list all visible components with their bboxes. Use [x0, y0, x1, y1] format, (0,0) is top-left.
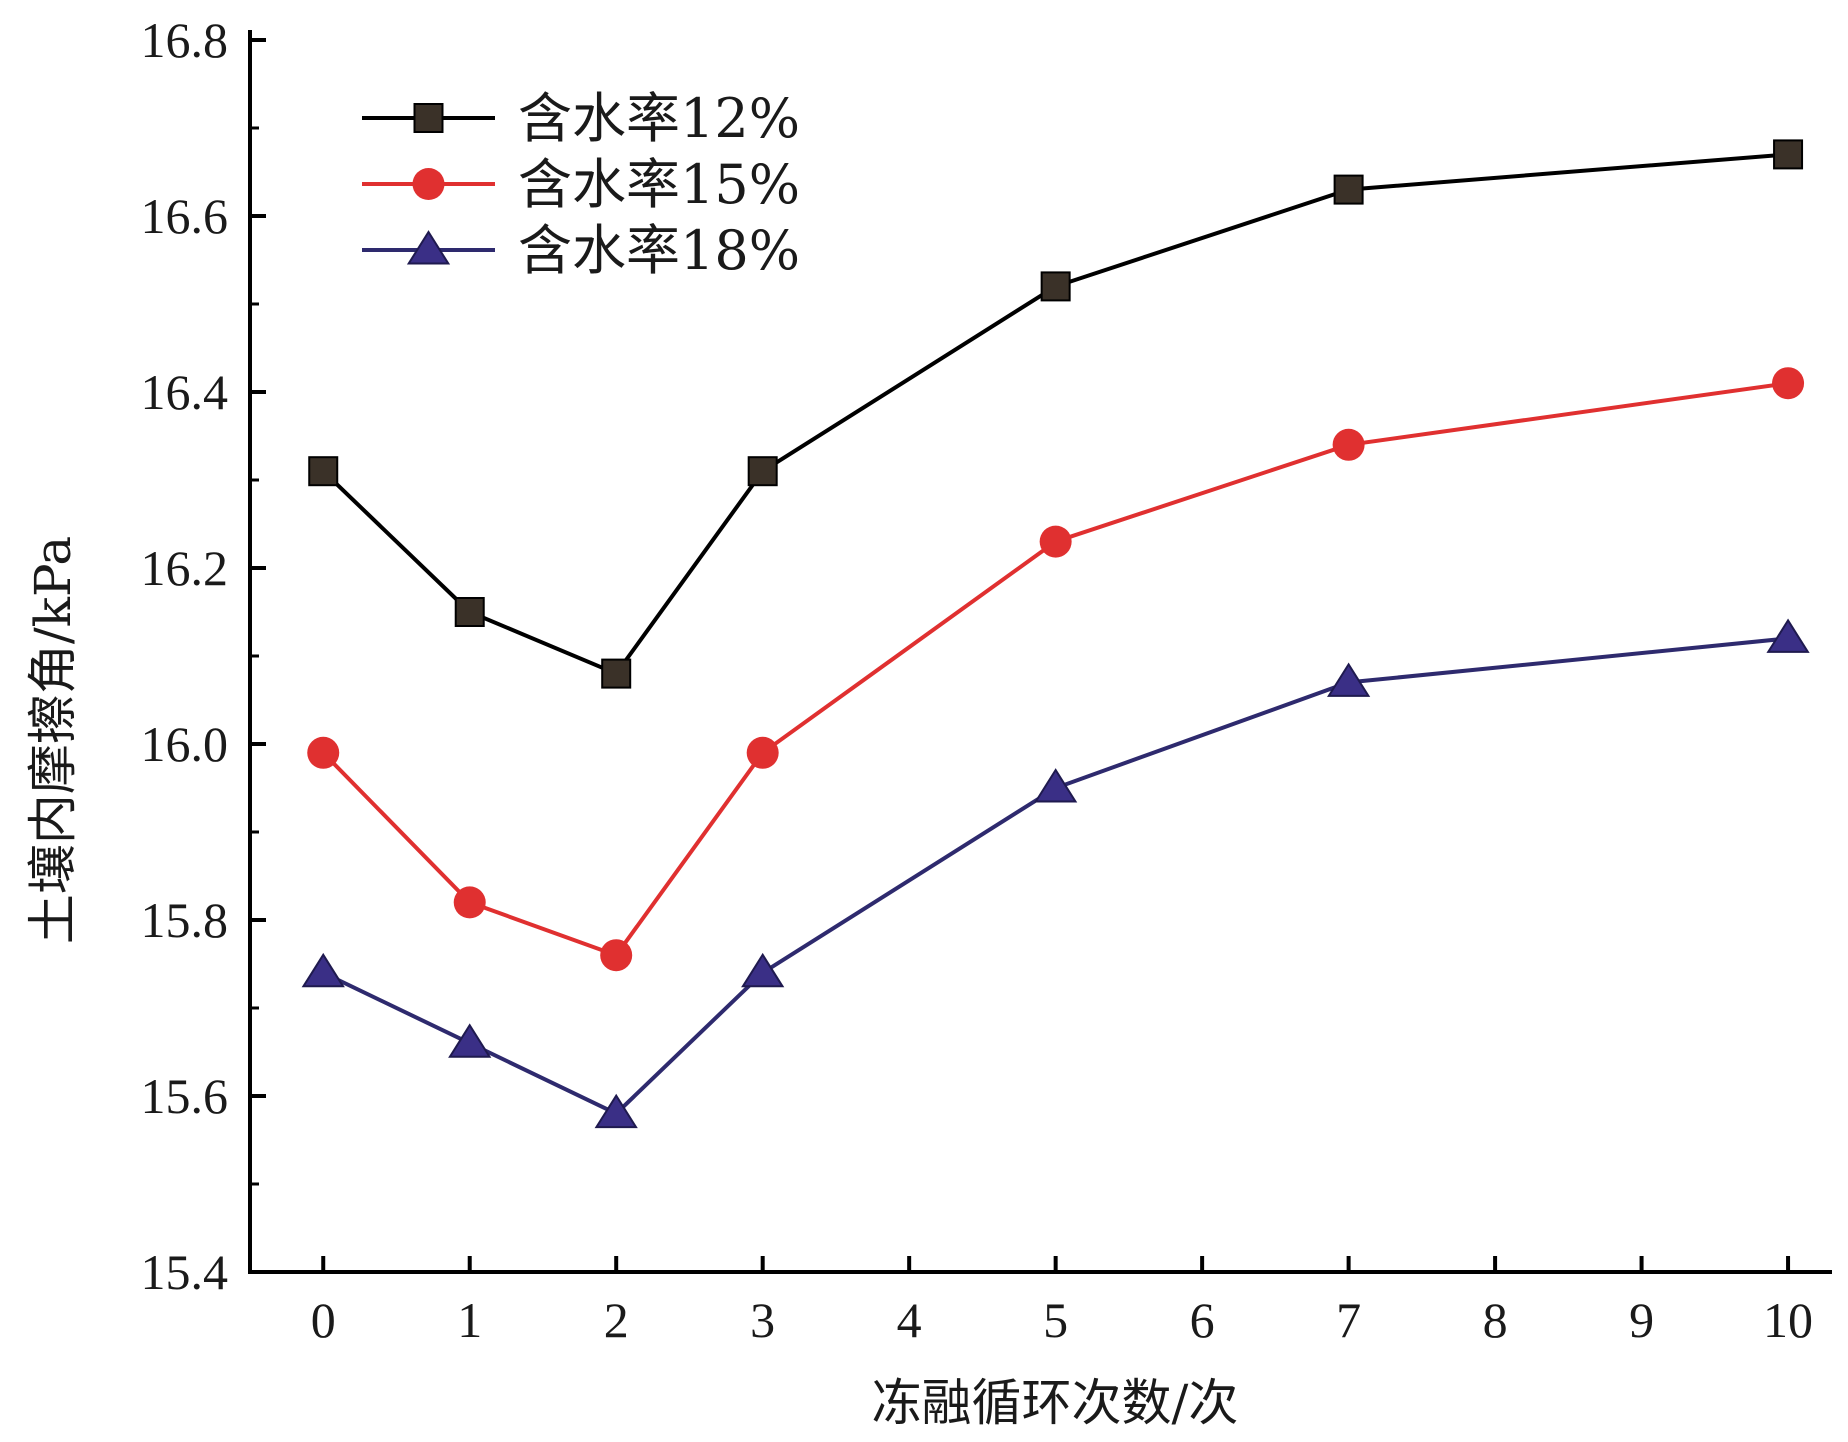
y-tick-label: 15.8: [141, 892, 229, 948]
legend: 含水率12%含水率15%含水率18%: [362, 87, 800, 282]
data-point: [308, 456, 339, 487]
data-point: [453, 886, 486, 919]
axes: [248, 30, 1832, 1274]
x-ticks: 0 1 2 3 4 5 6 7 8 9 10: [311, 1256, 1813, 1348]
data-point: [454, 597, 485, 627]
x-tick-label: 6: [1190, 1292, 1215, 1348]
x-tick-label: 7: [1336, 1292, 1361, 1348]
y-tick-label: 16.2: [141, 540, 229, 596]
x-tick-label: 10: [1763, 1292, 1813, 1348]
legend-label: 含水率15%: [518, 153, 800, 216]
data-point: [1772, 367, 1805, 400]
data-point: [594, 1093, 638, 1129]
data-point: [1333, 174, 1364, 205]
y-tick-label: 16.8: [141, 12, 229, 68]
legend-label: 含水率12%: [518, 87, 800, 150]
data-point: [1327, 662, 1371, 697]
data-point: [747, 456, 778, 487]
legend-item-1: 含水率12%: [362, 87, 800, 150]
legend-marker: [413, 103, 444, 133]
series-layer: [301, 139, 1810, 1129]
x-tick-label: 0: [311, 1292, 336, 1348]
x-tick-label: 5: [1043, 1292, 1068, 1348]
data-point: [307, 736, 340, 769]
series-line: [322, 636, 1789, 1117]
y-ticks: 15.4 15.6 15.8 16.0 16.2 16.4 16.6 16.8: [141, 12, 266, 1300]
x-tick-label: 8: [1483, 1292, 1508, 1348]
data-point: [1040, 271, 1071, 302]
y-tick-label: 16.6: [141, 188, 229, 244]
y-tick-label: 15.4: [141, 1244, 229, 1300]
legend-item-3: 含水率18%: [362, 219, 800, 282]
x-tick-label: 3: [750, 1292, 775, 1348]
data-point: [741, 952, 785, 988]
data-point: [448, 1023, 492, 1058]
data-point: [301, 952, 345, 988]
legend-label: 含水率18%: [518, 219, 800, 282]
data-point: [601, 658, 632, 689]
x-tick-label: 2: [604, 1292, 629, 1348]
data-point: [1034, 768, 1078, 803]
series-line: [321, 381, 1789, 958]
series-2: [307, 367, 1805, 972]
y-tick-label: 16.4: [141, 364, 229, 420]
series-1: [308, 139, 1804, 689]
data-point: [1039, 525, 1072, 558]
data-point: [1332, 428, 1365, 461]
series-3: [301, 618, 1810, 1129]
x-tick-label: 1: [457, 1292, 482, 1348]
legend-marker: [406, 230, 451, 265]
y-axis-title: 土壤内摩擦角/kPa: [24, 536, 82, 944]
x-tick-label: 4: [897, 1292, 922, 1348]
x-tick-label: 9: [1629, 1292, 1654, 1348]
data-point: [1773, 139, 1804, 170]
x-axis-title: 冻融循环次数/次: [872, 1374, 1239, 1432]
legend-marker: [412, 168, 445, 200]
y-tick-label: 16.0: [141, 716, 229, 772]
legend-item-2: 含水率15%: [362, 153, 800, 216]
data-point: [600, 939, 633, 972]
y-tick-label: 15.6: [141, 1068, 229, 1124]
data-point: [746, 736, 779, 769]
data-point: [1766, 618, 1810, 653]
